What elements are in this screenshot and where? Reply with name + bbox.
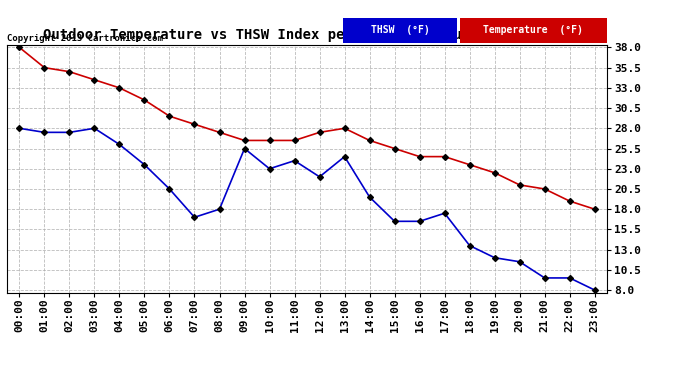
FancyBboxPatch shape xyxy=(343,18,457,42)
Text: Temperature  (°F): Temperature (°F) xyxy=(484,25,583,35)
Text: Copyright 2013 Cartronics.com: Copyright 2013 Cartronics.com xyxy=(7,33,163,42)
Title: Outdoor Temperature vs THSW Index per Hour (24 Hours)  20131205: Outdoor Temperature vs THSW Index per Ho… xyxy=(43,28,571,42)
FancyBboxPatch shape xyxy=(460,18,607,42)
Text: THSW  (°F): THSW (°F) xyxy=(371,25,429,35)
